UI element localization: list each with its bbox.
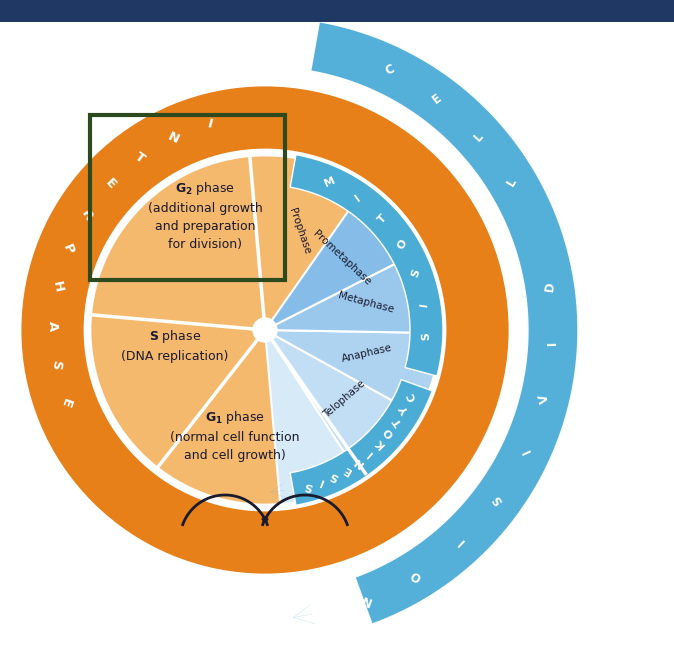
Text: S: S [329, 470, 340, 482]
Text: R: R [78, 207, 94, 223]
Text: H: H [49, 280, 65, 294]
Bar [0, 0, 674, 22]
Wedge shape [265, 330, 361, 505]
Text: I: I [365, 448, 375, 458]
Text: I: I [206, 118, 214, 132]
Polygon shape [290, 380, 432, 505]
Text: E: E [102, 176, 119, 192]
Text: Prophase: Prophase [286, 206, 312, 255]
Text: Telophase: Telophase [321, 378, 367, 420]
Text: E: E [430, 92, 444, 107]
Text: C: C [406, 391, 418, 402]
Text: I: I [353, 193, 363, 203]
Wedge shape [265, 187, 421, 330]
Text: S: S [491, 492, 506, 506]
Text: $\mathbf{G_2}$ phase
(additional growth
and preparation
for division): $\mathbf{G_2}$ phase (additional growth … [148, 180, 262, 251]
Text: P: P [61, 243, 76, 256]
Text: D: D [543, 281, 557, 293]
Text: V: V [537, 392, 552, 404]
Text: N: N [352, 455, 365, 468]
Bar [90, 115, 285, 280]
Text: E: E [58, 396, 73, 409]
Wedge shape [20, 85, 510, 575]
Wedge shape [265, 330, 440, 415]
Circle shape [90, 155, 440, 505]
Text: M: M [323, 175, 337, 189]
Text: S: S [303, 480, 313, 492]
Text: S: S [410, 267, 423, 279]
Text: C: C [383, 63, 396, 78]
Polygon shape [311, 22, 578, 624]
Text: L: L [504, 175, 520, 189]
Text: O: O [395, 238, 408, 251]
Text: S: S [421, 332, 431, 340]
Wedge shape [265, 251, 440, 333]
Text: T: T [132, 151, 148, 166]
Text: $\mathbf{G_1}$ phase
(normal cell function
and cell growth): $\mathbf{G_1}$ phase (normal cell functi… [171, 408, 300, 461]
Text: I: I [546, 340, 559, 345]
Text: Anaphase: Anaphase [341, 343, 394, 364]
Text: N: N [359, 592, 373, 607]
Text: A: A [46, 320, 59, 331]
Circle shape [253, 318, 277, 342]
Text: I: I [520, 446, 533, 455]
Text: I: I [455, 535, 467, 547]
Text: $\mathbf{S}$ phase
(DNA replication): $\mathbf{S}$ phase (DNA replication) [121, 328, 228, 362]
Wedge shape [265, 330, 418, 477]
Text: Prometaphase: Prometaphase [311, 229, 373, 287]
Text: T: T [376, 213, 389, 225]
Text: I: I [419, 302, 430, 307]
Text: I: I [318, 476, 325, 486]
Text: O: O [409, 567, 424, 583]
Polygon shape [290, 154, 443, 376]
Text: S: S [48, 359, 63, 371]
Text: T: T [392, 415, 404, 428]
Text: Metaphase: Metaphase [338, 291, 396, 315]
Text: O: O [383, 426, 396, 439]
Text: L: L [471, 130, 486, 144]
Text: K: K [373, 437, 387, 450]
Text: N: N [166, 130, 181, 147]
Text: E: E [341, 463, 353, 475]
Text: Y: Y [399, 404, 412, 415]
